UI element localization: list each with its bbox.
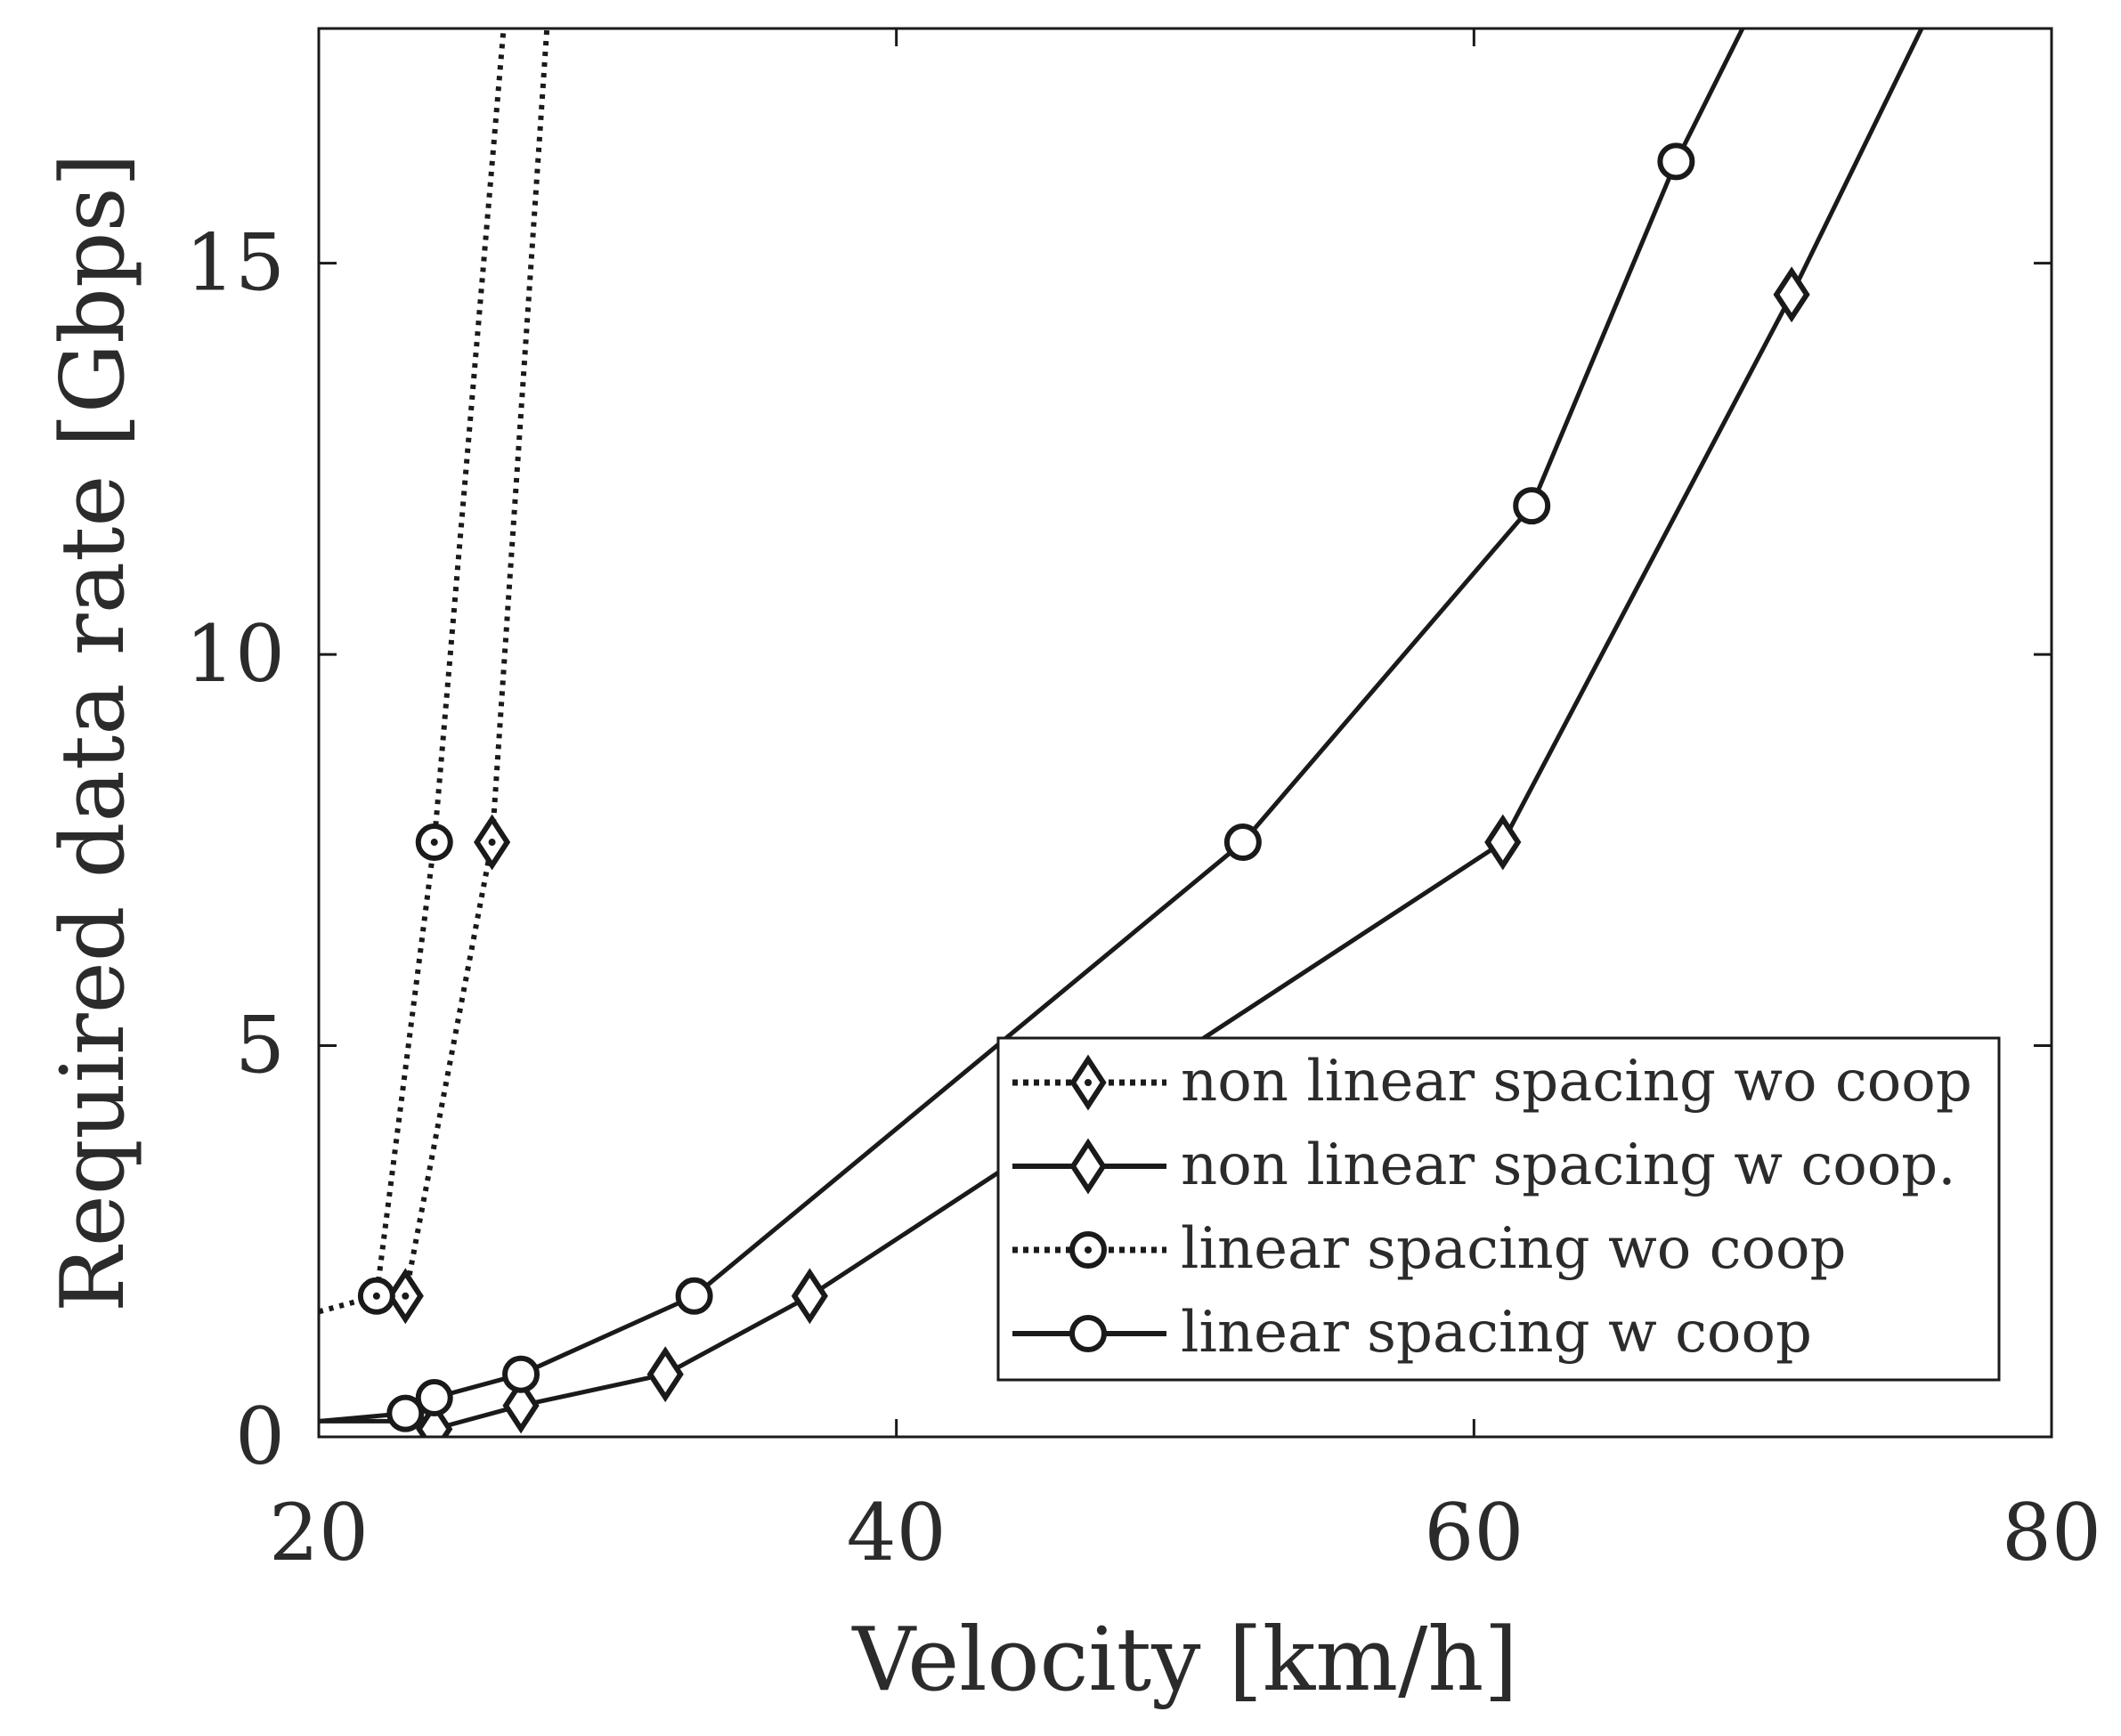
data-point-non-linear-spacing-w-coop-6 (1773, 266, 1810, 323)
y-tick-label-5: 5 (235, 1000, 285, 1091)
series-layer (319, 28, 1924, 1437)
x-tick-label-40: 40 (847, 1487, 947, 1578)
y-tick-label-15: 15 (185, 217, 285, 309)
series-non-linear-spacing-wo-coop (386, 28, 550, 1325)
ticks-layer: 20 40 60 80 0 5 10 15 (185, 28, 2101, 1578)
y-tick-label-0: 0 (235, 1391, 285, 1482)
legend-entry-non-linear-spacing-wo-coop: non linear spacing wo coop (1012, 1049, 1972, 1115)
data-point-non-linear-spacing-w-coop-5 (1484, 814, 1522, 871)
legend-marker-non-linear-spacing-wo-coop-center-dot (1085, 1079, 1092, 1086)
data-point-linear-spacing-w-coop-4 (675, 1277, 713, 1315)
series-line-non-linear-spacing-wo-coop (402, 28, 550, 1297)
data-point-linear-spacing-w-coop-6 (1513, 487, 1551, 525)
data-point-linear-spacing-w-coop-5 (1223, 823, 1262, 862)
plot-frame (317, 27, 2053, 1439)
series-line-linear-spacing-wo-coop (319, 28, 507, 1315)
data-point-linear-spacing-wo-coop-1-center-dot (372, 1292, 380, 1300)
legend: non linear spacing wo coop non linear spa… (996, 1036, 2001, 1382)
legend-label-linear-spacing-wo-coop: linear spacing wo coop (1181, 1216, 1846, 1282)
data-point-linear-spacing-wo-coop-2-center-dot (430, 839, 438, 847)
series-non-linear-spacing-w-coop (319, 28, 1924, 1437)
legend-label-linear-spacing-w-coop: linear spacing w coop (1181, 1300, 1812, 1366)
data-point-non-linear-spacing-w-coop-3 (646, 1346, 684, 1403)
data-point-non-linear-spacing-w-coop-1 (416, 1400, 453, 1437)
x-tick-label-80: 80 (2002, 1487, 2101, 1578)
y-tick-label-10: 10 (185, 608, 285, 700)
legend-box (996, 1036, 2001, 1382)
x-tick-label-20: 20 (269, 1487, 369, 1578)
data-point-linear-spacing-w-coop-3 (502, 1355, 540, 1393)
x-axis-label: Velocity [km/h] (851, 1610, 1517, 1711)
data-point-non-linear-spacing-wo-coop-1-center-dot (402, 1292, 410, 1300)
legend-entry-non-linear-spacing-w-coop: non linear spacing w coop. (1012, 1132, 1956, 1198)
legend-marker-linear-spacing-w-coop (1069, 1315, 1107, 1352)
legend-label-non-linear-spacing-w-coop: non linear spacing w coop. (1181, 1132, 1956, 1198)
data-point-non-linear-spacing-w-coop-4 (791, 1268, 828, 1325)
data-point-non-linear-spacing-wo-coop-2-center-dot (488, 839, 496, 847)
data-point-non-linear-spacing-w-coop-2 (502, 1377, 540, 1434)
series-linear-spacing-wo-coop (319, 28, 507, 1315)
legend-label-non-linear-spacing-wo-coop: non linear spacing wo coop (1181, 1049, 1972, 1115)
data-point-linear-spacing-w-coop-2 (415, 1379, 453, 1417)
legend-marker-linear-spacing-wo-coop-center-dot (1085, 1246, 1092, 1253)
series-linear-spacing-w-coop (319, 28, 1745, 1432)
data-point-linear-spacing-w-coop-1 (386, 1394, 425, 1432)
data-point-linear-spacing-w-coop-7 (1657, 142, 1695, 181)
legend-entry-linear-spacing-w-coop: linear spacing w coop (1012, 1300, 1812, 1366)
y-axis-label: Required data rate [Gbps] (43, 153, 144, 1312)
x-tick-label-60: 60 (1424, 1487, 1524, 1578)
legend-entry-linear-spacing-wo-coop: linear spacing wo coop (1012, 1216, 1846, 1282)
legend-marker-non-linear-spacing-w-coop (1069, 1138, 1107, 1195)
